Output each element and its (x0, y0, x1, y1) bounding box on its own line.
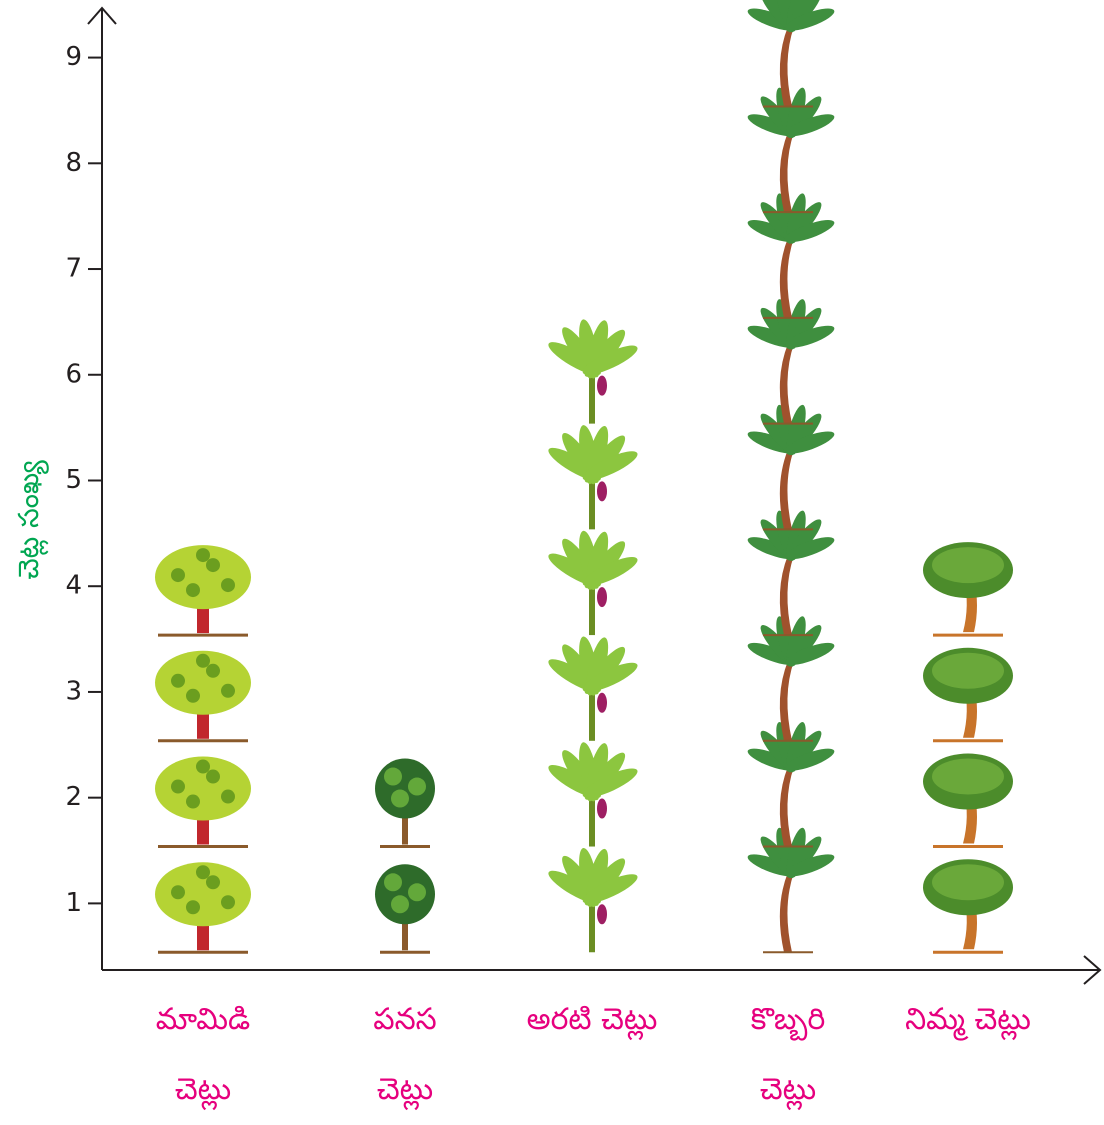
picto-bar (548, 319, 638, 953)
tree-part (196, 548, 210, 563)
tree-part (408, 777, 426, 796)
chart: చెట్ల సంఖ్య 1 2 3 4 5 6 7 8 9 (12, 0, 1102, 985)
tree-part (384, 767, 402, 786)
tree-part (785, 325, 835, 348)
tree-part (186, 794, 200, 809)
y-tick-label: 4 (65, 571, 82, 601)
x-tick-label: కొబ్బరి చెట్లు (750, 1002, 826, 1107)
tree-part (597, 481, 607, 502)
tree-part (589, 680, 595, 741)
tree-part (785, 219, 835, 243)
tree-part (932, 864, 1004, 901)
tree-part (582, 768, 638, 798)
tree-part (221, 895, 235, 910)
tree-part (597, 904, 607, 925)
x-tick-label: పనస చెట్లు (373, 1002, 437, 1107)
tree-part (779, 237, 794, 318)
y-axis-arrow (87, 6, 117, 25)
y-tick-label: 7 (65, 254, 82, 284)
tree-part (206, 558, 220, 573)
tree-part (171, 673, 185, 688)
y-tick-label: 2 (65, 782, 82, 812)
picto-bar (747, 0, 835, 954)
x-tick-label: అరటి చెట్లు (526, 1002, 658, 1037)
tree-part (582, 345, 638, 375)
tree-part (932, 547, 1004, 584)
tree-part (384, 873, 402, 892)
tree-part (186, 583, 200, 598)
tree-part (589, 469, 595, 530)
picto-bar (375, 758, 435, 954)
tree-part (196, 759, 210, 774)
tree-part (221, 578, 235, 593)
tree-part (597, 587, 607, 608)
y-tick-label: 5 (65, 465, 82, 495)
tree-part (206, 875, 220, 890)
y-axis-label: చెట్ల సంఖ్య (12, 460, 49, 579)
tree-part (932, 758, 1004, 795)
tree-part (779, 872, 794, 953)
tree-part (171, 885, 185, 900)
tree-part (589, 892, 595, 953)
tree-part (155, 545, 251, 610)
tree-part (785, 854, 835, 877)
tree-part (785, 8, 835, 31)
tree-part (155, 650, 251, 715)
tree-part (582, 451, 638, 481)
tree-part (375, 864, 435, 925)
tree-part (582, 557, 638, 587)
tree-part (589, 786, 595, 847)
tree-part (196, 865, 210, 880)
tree-part (932, 652, 1004, 689)
tree-part (597, 375, 607, 396)
y-tick-label: 9 (65, 42, 82, 72)
picto-bar (923, 542, 1013, 954)
picto-bar (155, 545, 251, 954)
tree-part (779, 26, 794, 107)
tree-part (171, 568, 185, 583)
x-tick-label: నిమ్మ చెట్లు (905, 1002, 1031, 1037)
tree-part (402, 806, 408, 845)
tree-part (221, 789, 235, 804)
y-tick-label: 3 (65, 676, 82, 706)
tree-part (221, 683, 235, 698)
tree-part (597, 798, 607, 819)
tree-part (589, 575, 595, 636)
tree-part (779, 660, 794, 741)
tree-part (785, 114, 835, 137)
tree-part (402, 912, 408, 951)
tree-part (155, 862, 251, 927)
tree-part (196, 653, 210, 668)
tree-part (206, 663, 220, 678)
tree-part (785, 537, 835, 560)
y-tick-label: 8 (65, 148, 82, 178)
tree-part (582, 662, 638, 692)
tree-part (785, 431, 835, 454)
tree-part (375, 758, 435, 819)
tree-part (779, 555, 794, 636)
tree-part (597, 692, 607, 713)
tree-part (779, 766, 794, 847)
x-tick-label: మామిడి చెట్లు (155, 1002, 251, 1107)
y-tick-label: 6 (65, 359, 82, 389)
tree-part (589, 363, 595, 424)
tree-part (779, 343, 794, 424)
y-tick-label: 1 (65, 888, 82, 918)
tree-part (186, 900, 200, 915)
tree-part (155, 756, 251, 821)
tree-part (779, 449, 794, 530)
tree-part (171, 779, 185, 794)
tree-part (779, 132, 794, 213)
tree-part (186, 688, 200, 703)
tree-part (785, 748, 835, 771)
tree-part (408, 883, 426, 902)
tree-part (391, 789, 409, 808)
x-axis-arrow (1083, 955, 1102, 985)
tree-part (206, 769, 220, 784)
tree-part (785, 642, 835, 666)
tree-part (582, 874, 638, 904)
tree-part (391, 895, 409, 914)
